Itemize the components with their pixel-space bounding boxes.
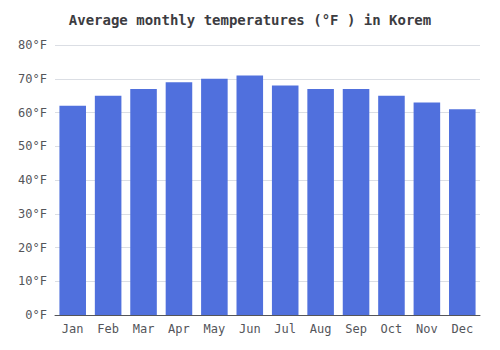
- svg-text:May: May: [204, 322, 226, 336]
- svg-text:Mar: Mar: [133, 322, 155, 336]
- svg-text:10°F: 10°F: [18, 274, 47, 288]
- svg-text:Sep: Sep: [345, 322, 367, 336]
- svg-text:30°F: 30°F: [18, 207, 47, 221]
- svg-text:Feb: Feb: [97, 322, 119, 336]
- svg-text:0°F: 0°F: [25, 308, 47, 322]
- svg-text:80°F: 80°F: [18, 38, 47, 52]
- svg-text:20°F: 20°F: [18, 241, 47, 255]
- svg-text:Average monthly temperatures (: Average monthly temperatures (°F ) in Ko…: [69, 12, 431, 28]
- svg-text:Oct: Oct: [381, 322, 403, 336]
- svg-text:Nov: Nov: [416, 322, 438, 336]
- svg-text:40°F: 40°F: [18, 173, 47, 187]
- svg-text:Apr: Apr: [168, 322, 190, 336]
- svg-text:Jun: Jun: [239, 322, 261, 336]
- svg-text:70°F: 70°F: [18, 72, 47, 86]
- svg-text:Dec: Dec: [451, 322, 473, 336]
- svg-text:60°F: 60°F: [18, 106, 47, 120]
- svg-text:50°F: 50°F: [18, 139, 47, 153]
- svg-text:Aug: Aug: [310, 322, 332, 336]
- svg-text:Jan: Jan: [62, 322, 84, 336]
- svg-text:Jul: Jul: [274, 322, 296, 336]
